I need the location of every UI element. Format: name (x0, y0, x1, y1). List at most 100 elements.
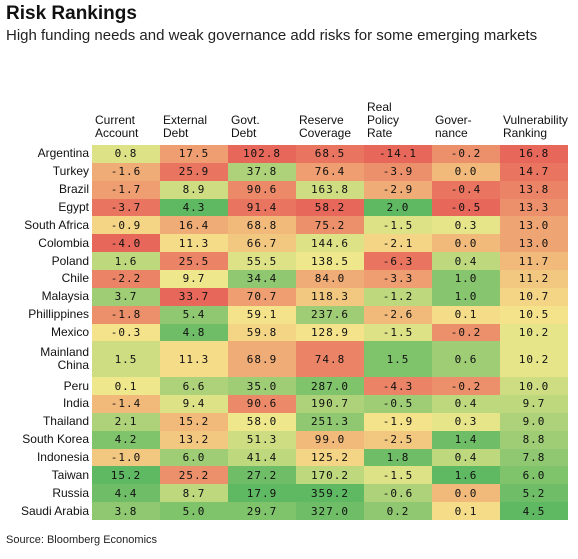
table-cell: 99.0 (296, 430, 364, 449)
row-label-line: Mexico (50, 325, 89, 340)
table-cell: 8.7 (160, 484, 228, 503)
table-cell: 327.0 (296, 502, 364, 521)
subtitle: High funding needs and weak governance a… (6, 27, 538, 44)
table-cell: -1.5 (364, 323, 432, 342)
table-cell: 7.8 (500, 448, 568, 467)
table-cell: 3.7 (92, 287, 160, 306)
row-label-line: India (62, 396, 89, 411)
table-cell: 68.9 (228, 341, 296, 378)
table-cell: 0.1 (432, 502, 500, 521)
row-label-line: South Africa (24, 217, 89, 232)
table-cell: 10.2 (500, 323, 568, 342)
table-cell: 2.0 (364, 198, 432, 217)
table-cell: 3.8 (92, 502, 160, 521)
table-cell: 25.5 (160, 252, 228, 271)
row-label-line: China (57, 358, 89, 373)
table-cell: -0.2 (432, 377, 500, 396)
table-cell: 6.0 (160, 448, 228, 467)
table-cell: 163.8 (296, 180, 364, 199)
row-label-line: Brazil (58, 182, 89, 197)
table-cell: 6.6 (160, 377, 228, 396)
row-label: Brazil (0, 181, 89, 199)
table-cell: 33.7 (160, 287, 228, 306)
table-cell: -2.1 (364, 234, 432, 253)
table-cell: 0.1 (92, 377, 160, 396)
table-cell: -0.4 (432, 180, 500, 199)
header-line: Gover- (435, 113, 472, 127)
table-cell: -6.3 (364, 252, 432, 271)
table-cell: 84.0 (296, 270, 364, 288)
column-header: Govt. Debt (231, 97, 297, 140)
table-cell: 25.2 (160, 466, 228, 485)
table-cell: 0.4 (432, 395, 500, 413)
row-label: South Africa (0, 216, 89, 234)
header-line: Reserve (299, 113, 344, 127)
table-cell: 17.9 (228, 484, 296, 503)
table-cell: 11.3 (160, 341, 228, 378)
table-cell: 59.1 (228, 305, 296, 324)
table-cell: 359.2 (296, 484, 364, 503)
table-cell: 190.7 (296, 395, 364, 413)
table-cell: 1.6 (432, 466, 500, 485)
table-cell: 51.3 (228, 430, 296, 449)
row-label: Thailand (0, 413, 89, 431)
table-cell: 0.3 (432, 216, 500, 235)
header-line: Vulnerability (503, 113, 568, 127)
header-line: External (163, 113, 208, 127)
row-label-line: Colombia (38, 235, 89, 250)
table-cell: -3.3 (364, 270, 432, 288)
table-cell: 4.2 (92, 430, 160, 449)
table-cell: 11.2 (500, 270, 568, 288)
table-cell: 4.4 (92, 484, 160, 503)
row-label-line: Thailand (42, 414, 89, 429)
table-cell: 13.0 (500, 216, 568, 235)
table-cell: 9.7 (500, 395, 568, 413)
row-label-line: Phillippines (28, 307, 89, 322)
title: Risk Rankings (6, 3, 137, 24)
row-label-line: Malaysia (41, 289, 89, 304)
table-cell: 10.5 (500, 305, 568, 324)
header-line: Ranking (503, 126, 548, 140)
table-cell: -14.1 (364, 145, 432, 163)
table-cell: -2.5 (364, 430, 432, 449)
header-line: nance (435, 126, 468, 140)
row-label: India (0, 395, 89, 413)
table-cell: 11.3 (160, 234, 228, 253)
table-cell: -1.6 (92, 162, 160, 181)
table-cell: 287.0 (296, 377, 364, 396)
column-header: External Debt (163, 97, 229, 140)
row-label: Taiwan (0, 466, 89, 484)
row-label-line: Turkey (52, 164, 89, 179)
row-label: Chile (0, 270, 89, 288)
row-label-line: Mainland (40, 345, 89, 360)
header-line: Debt (163, 126, 189, 140)
table-cell: 144.6 (296, 234, 364, 253)
source: Source: Bloomberg Economics (6, 534, 158, 546)
table-cell: 5.2 (500, 484, 568, 503)
table-cell: 0.3 (432, 412, 500, 431)
table-cell: 251.3 (296, 412, 364, 431)
column-header: Gover-nance (435, 97, 501, 140)
table-cell: 0.8 (92, 145, 160, 163)
table-cell: 0.4 (432, 448, 500, 467)
table-cell: 4.8 (160, 323, 228, 342)
row-label: Colombia (0, 234, 89, 252)
row-label-line: Indonesia (36, 450, 89, 465)
table-cell: 10.2 (500, 341, 568, 378)
table-cell: -3.9 (364, 162, 432, 181)
header-line: Real (367, 100, 392, 114)
header-line: Account (95, 126, 139, 140)
table-cell: 58.0 (228, 412, 296, 431)
table-cell: 29.7 (228, 502, 296, 521)
table-cell: 76.4 (296, 162, 364, 181)
column-header: Current Account (95, 97, 161, 140)
table-cell: 4.3 (160, 198, 228, 217)
row-label-line: Peru (63, 378, 89, 393)
table-cell: 35.0 (228, 377, 296, 396)
table-cell: 170.2 (296, 466, 364, 485)
table-cell: 68.5 (296, 145, 364, 163)
table-cell: 1.0 (432, 287, 500, 306)
table-cell: 1.6 (92, 252, 160, 271)
table-cell: -1.5 (364, 466, 432, 485)
